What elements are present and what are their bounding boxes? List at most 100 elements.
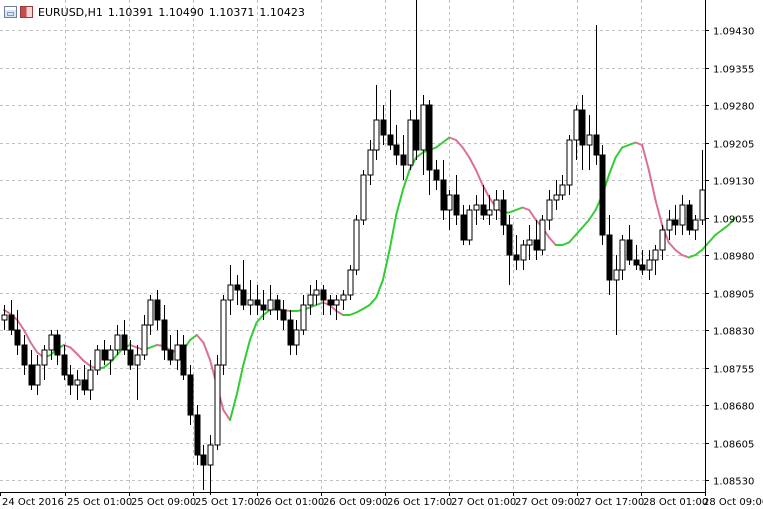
ma-segment	[654, 199, 664, 226]
ma-segment	[315, 301, 325, 306]
candle-body	[486, 209, 493, 216]
ma-segment	[720, 224, 730, 231]
price-tick-label: 1.08530	[713, 477, 754, 488]
candle-body	[513, 254, 520, 261]
ma-segment	[461, 146, 471, 159]
candle	[187, 365, 194, 425]
candle-body	[353, 219, 360, 271]
candle-body	[579, 109, 586, 146]
ma-segment	[16, 319, 25, 331]
candle	[194, 405, 201, 465]
ma-segment	[129, 344, 138, 349]
candle	[74, 370, 81, 400]
candle	[234, 275, 241, 305]
candle-body	[67, 374, 74, 386]
ma-segment	[521, 206, 531, 211]
candle	[347, 265, 354, 300]
candle-body	[187, 374, 194, 416]
candle	[114, 325, 121, 355]
price-tick-label: 1.08680	[713, 402, 754, 413]
candle-body	[293, 329, 300, 346]
candle-body	[666, 219, 673, 231]
candle	[473, 195, 480, 225]
price-tick-label: 1.09280	[713, 102, 754, 113]
ma-segment	[395, 189, 404, 216]
candle	[606, 215, 613, 295]
ma-segment	[361, 304, 371, 310]
ma-segment	[474, 169, 484, 186]
candle	[699, 150, 706, 225]
candle-body	[1, 314, 8, 321]
ma-segment	[667, 241, 677, 251]
price-tick-label: 1.09355	[713, 65, 754, 76]
candle-body	[141, 324, 148, 356]
candle	[94, 345, 101, 375]
candle	[161, 305, 168, 360]
candle	[407, 110, 414, 170]
candle-body	[387, 134, 394, 146]
candle	[14, 310, 21, 355]
candle-body	[672, 219, 679, 226]
candle-body	[433, 169, 440, 181]
candle	[373, 85, 380, 160]
candle	[21, 335, 28, 375]
candle	[353, 215, 360, 275]
candle	[679, 195, 686, 235]
candle	[646, 250, 653, 280]
candle-body	[466, 209, 473, 241]
candle	[227, 265, 234, 315]
candle	[207, 435, 214, 495]
candle-body	[679, 204, 686, 226]
price-tick-label: 1.09205	[713, 140, 754, 151]
candle-body	[107, 349, 114, 361]
candle-body	[254, 299, 261, 306]
candle-body	[426, 104, 433, 171]
candle	[48, 330, 55, 360]
candle	[420, 95, 427, 175]
ohlc-low: 1.10371	[208, 5, 255, 19]
candle-body	[333, 299, 340, 306]
candle-body	[313, 289, 320, 296]
ma-segment	[149, 344, 158, 349]
candle	[367, 140, 374, 185]
candle	[626, 225, 633, 265]
candle-body	[446, 194, 453, 211]
candle	[28, 350, 35, 390]
candle-body	[54, 334, 61, 356]
candle-body	[74, 379, 81, 386]
candle	[320, 285, 327, 315]
ma-segment	[401, 169, 411, 191]
candle-body	[633, 259, 640, 266]
ma-segment	[574, 226, 584, 236]
candle-body	[586, 134, 593, 146]
candle	[599, 145, 606, 245]
candle-body	[646, 259, 653, 271]
candle-body	[267, 299, 274, 311]
candle-body	[420, 104, 427, 151]
candlestick-series	[1, 0, 706, 495]
ma-segment	[3, 309, 12, 315]
candle-body	[320, 289, 327, 301]
price-tick-label: 1.09430	[713, 27, 754, 38]
candle	[8, 300, 15, 335]
time-tick-label: 27 Oct 09:00	[515, 497, 580, 508]
candle-body	[400, 154, 407, 166]
ma-segment	[355, 308, 364, 314]
ma-segment	[82, 360, 92, 367]
candle-body	[194, 414, 201, 456]
candle	[340, 290, 347, 310]
ma-segment	[627, 141, 637, 146]
chart-window-icon[interactable]	[4, 6, 17, 18]
ma-segment	[647, 169, 657, 201]
moving-average-line	[3, 136, 737, 421]
candle	[380, 105, 387, 145]
candle	[506, 215, 513, 285]
candle-body	[14, 329, 21, 346]
candle-body	[280, 309, 287, 321]
time-tick-label: 26 Oct 17:00	[387, 497, 452, 508]
ma-segment	[441, 136, 451, 144]
candle-body	[81, 379, 88, 391]
